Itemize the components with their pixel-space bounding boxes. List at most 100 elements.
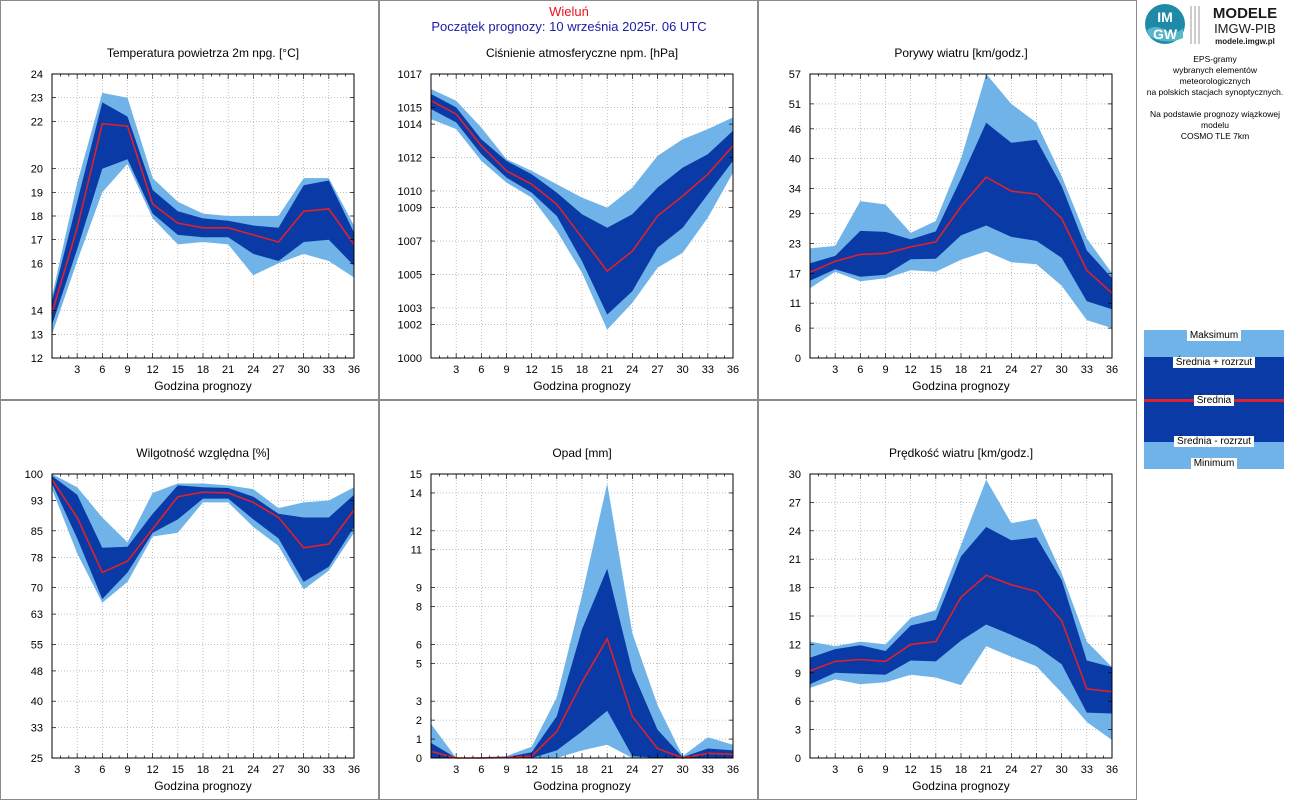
- panel-frame: [379, 0, 758, 400]
- y-tick-label: 29: [789, 209, 801, 221]
- x-tick-label: 3: [453, 764, 459, 776]
- x-tick-label: 24: [1005, 764, 1017, 776]
- desc-line: wybranych elementów meteorologicznych: [1172, 65, 1258, 86]
- y-tick-label: 9: [416, 583, 422, 595]
- forecast-header: Wieluń Początek prognozy: 10 września 20…: [380, 4, 758, 34]
- y-tick-label: 48: [31, 666, 43, 678]
- range-band-spread: [431, 568, 733, 758]
- x-tick-label: 6: [478, 764, 484, 776]
- chart-title: Porywy wiatru [km/godz.]: [894, 46, 1027, 60]
- y-tick-label: 1014: [398, 119, 422, 131]
- y-tick-label: 12: [410, 526, 422, 538]
- y-tick-label: 22: [31, 116, 43, 128]
- forecast-start: Początek prognozy: 10 września 2025r. 06…: [431, 19, 707, 34]
- mean-line: [809, 574, 1113, 693]
- y-tick-label: 85: [31, 526, 43, 538]
- y-tick-label: 6: [795, 696, 801, 708]
- x-axis-label: Godzina prognozy: [912, 379, 1009, 393]
- y-tick-label: 30: [789, 469, 801, 481]
- x-tick-label: 30: [298, 364, 310, 376]
- y-tick-label: 1012: [398, 153, 422, 165]
- x-tick-label: 9: [882, 364, 888, 376]
- y-tick-label: 25: [31, 753, 43, 765]
- x-tick-label: 21: [980, 364, 992, 376]
- y-tick-label: 27: [789, 497, 801, 509]
- x-tick-label: 36: [348, 364, 360, 376]
- x-tick-label: 15: [551, 764, 563, 776]
- x-tick-label: 30: [677, 764, 689, 776]
- mean-line: [809, 176, 1113, 294]
- x-tick-label: 33: [323, 364, 335, 376]
- sidebar: IM GW MODELE IMGW-PIB modele.imgw.pl EPS…: [1139, 0, 1291, 800]
- desc-line: COSMO TLE 7km: [1180, 131, 1250, 141]
- x-tick-label: 33: [702, 364, 714, 376]
- x-tick-label: 21: [222, 364, 234, 376]
- desc-line: na polskich stacjach synoptycznych.: [1146, 87, 1284, 97]
- y-tick-label: 23: [31, 93, 43, 105]
- x-tick-label: 12: [526, 764, 538, 776]
- x-tick-label: 12: [526, 364, 538, 376]
- y-tick-label: 12: [789, 639, 801, 651]
- y-tick-label: 20: [31, 164, 43, 176]
- x-tick-label: 18: [197, 764, 209, 776]
- panel-frame: [758, 0, 1137, 400]
- sidebar-description: EPS-gramy wybranych elementów meteorolog…: [1139, 54, 1291, 142]
- x-tick-label: 33: [702, 764, 714, 776]
- chart-title: Temperatura powietrza 2m npg. [°C]: [107, 46, 299, 60]
- desc-line: EPS-gramy: [1193, 54, 1237, 64]
- y-tick-label: 9: [795, 668, 801, 680]
- x-tick-label: 27: [1030, 364, 1042, 376]
- imgw-logo: IM GW MODELE IMGW-PIB modele.imgw.pl: [1145, 2, 1291, 48]
- y-tick-label: 1003: [398, 303, 422, 315]
- x-tick-label: 27: [1030, 764, 1042, 776]
- y-tick-label: 1015: [398, 102, 422, 114]
- chart-title: Wilgotność względna [%]: [136, 446, 269, 460]
- y-tick-label: 14: [410, 488, 422, 500]
- x-tick-label: 27: [272, 764, 284, 776]
- range-band-min-max: [431, 89, 733, 330]
- x-tick-label: 27: [651, 764, 663, 776]
- x-tick-label: 6: [478, 364, 484, 376]
- y-tick-label: 2: [416, 715, 422, 727]
- mean-line: [51, 479, 355, 574]
- x-tick-label: 18: [955, 764, 967, 776]
- x-tick-label: 36: [348, 764, 360, 776]
- x-tick-label: 15: [172, 364, 184, 376]
- range-band-spread: [52, 475, 354, 599]
- range-band-spread: [52, 102, 354, 325]
- legend: Maksimum Średnia + rozrzut Średnia Średn…: [1144, 330, 1284, 469]
- y-tick-label: 34: [789, 184, 801, 196]
- logo-title: MODELE: [1213, 5, 1277, 22]
- chart-panel-5: 3 6 9 12 15 18 21 24 27 30 33 360123568911121415God…: [410, 446, 739, 793]
- y-tick-label: 3: [795, 725, 801, 737]
- x-axis-label: Godzina prognozy: [533, 379, 630, 393]
- y-tick-label: 1017: [398, 69, 422, 81]
- y-tick-label: 40: [31, 696, 43, 708]
- y-tick-label: 11: [790, 298, 801, 310]
- x-axis-label: Godzina prognozy: [912, 779, 1009, 793]
- y-tick-label: 14: [31, 306, 43, 318]
- y-tick-label: 93: [31, 496, 43, 508]
- x-tick-label: 27: [651, 364, 663, 376]
- range-band-min-max: [431, 483, 733, 758]
- x-tick-label: 6: [99, 364, 105, 376]
- station-name: Wieluń: [549, 4, 589, 19]
- x-tick-label: 3: [74, 364, 80, 376]
- y-tick-label: 70: [31, 583, 43, 595]
- panel-frame: [0, 0, 379, 400]
- x-tick-label: 3: [832, 364, 838, 376]
- x-tick-label: 30: [298, 764, 310, 776]
- range-band-spread: [810, 122, 1112, 310]
- x-tick-label: 15: [930, 364, 942, 376]
- legend-mean: Średnia: [1144, 395, 1284, 407]
- chart-title: Opad [mm]: [552, 446, 611, 460]
- logo-url: modele.imgw.pl: [1215, 37, 1275, 46]
- x-tick-label: 18: [197, 364, 209, 376]
- y-tick-label: 1009: [398, 203, 422, 215]
- y-tick-label: 57: [789, 69, 801, 81]
- x-tick-label: 21: [980, 764, 992, 776]
- legend-min: Minimum: [1144, 458, 1284, 470]
- y-tick-label: 33: [31, 723, 43, 735]
- chart-panel-4: 3 6 9 12 15 18 21 24 27 30 33 362533404855637078859…: [25, 446, 360, 793]
- mean-line: [51, 122, 355, 314]
